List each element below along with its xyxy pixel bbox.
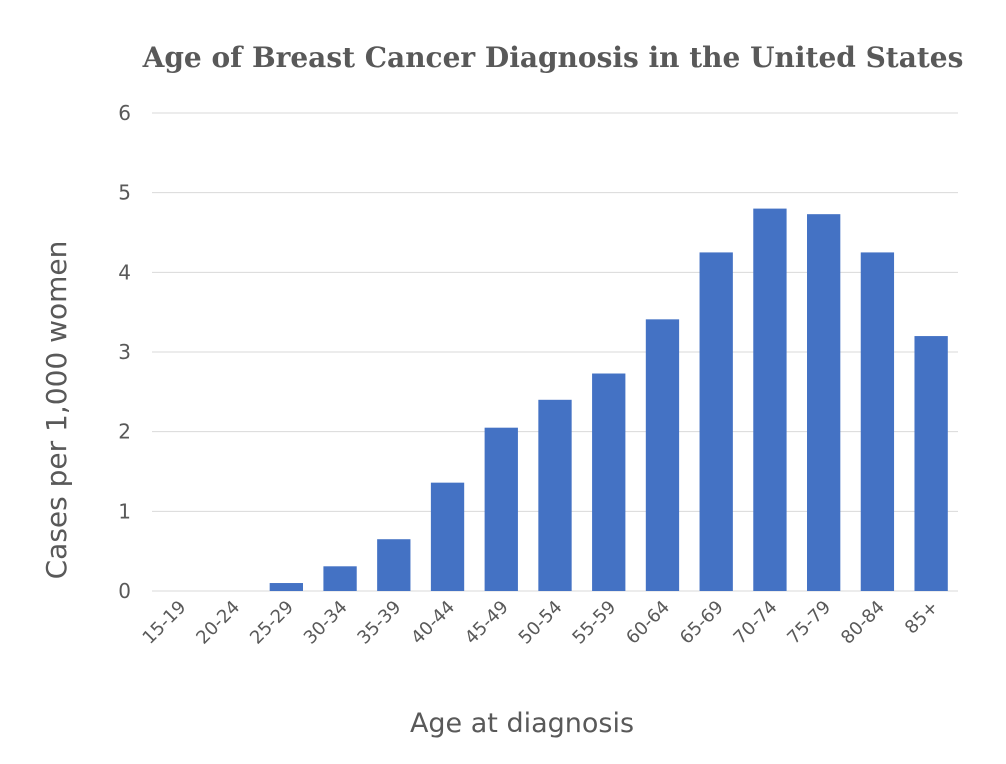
bar-55-59 (592, 373, 626, 591)
bar-40-44 (430, 482, 465, 591)
y-tick-label: 0 (118, 579, 131, 603)
y-tick-label: 5 (118, 181, 131, 205)
bar-50-54 (538, 399, 572, 591)
x-tick-label: 70-74 (730, 597, 782, 649)
bar-25-29 (269, 583, 303, 591)
x-tick-label: 60-64 (622, 597, 674, 649)
x-axis-tick-labels: 15-19 20-24 25-29 30-34 35-39 40-44 45-49 50-54… (139, 597, 943, 649)
x-axis-title: Age at diagnosis (410, 708, 634, 739)
x-tick-label: 50-54 (515, 597, 567, 649)
y-tick-label: 6 (118, 101, 131, 125)
y-tick-label: 4 (118, 260, 131, 284)
x-tick-label: 35-39 (353, 597, 405, 649)
bar-60-64 (645, 319, 680, 591)
chart-title: Age of Breast Cancer Diagnosis in the Un… (142, 41, 964, 74)
bar-45-49 (484, 427, 518, 591)
x-tick-label: 40-44 (407, 597, 459, 649)
y-tick-label: 1 (118, 499, 131, 523)
x-tick-label: 15-19 (139, 597, 191, 649)
bar-65-69 (699, 252, 733, 591)
bar-70-74 (753, 208, 787, 591)
bar-80-84 (860, 252, 895, 591)
bar-30-34 (323, 566, 357, 591)
x-tick-label: 25-29 (246, 597, 298, 649)
x-tick-label: 45-49 (461, 597, 513, 649)
bar-75-79 (807, 214, 841, 591)
x-tick-label: 55-59 (568, 597, 620, 649)
bars (269, 208, 948, 591)
x-tick-label: 80-84 (837, 597, 889, 649)
y-tick-label: 3 (118, 340, 131, 364)
x-tick-label: 20-24 (192, 597, 244, 649)
x-tick-label: 30-34 (300, 597, 352, 649)
bar-35-39 (377, 539, 411, 591)
x-tick-label: 75-79 (783, 597, 835, 649)
x-tick-label: 85+ (901, 597, 943, 639)
y-axis-tick-labels: 0 1 2 3 4 5 6 (118, 101, 131, 603)
y-tick-label: 2 (118, 420, 131, 444)
y-axis-title: Cases per 1,000 women (40, 241, 73, 580)
bar-85plus (914, 336, 948, 591)
x-tick-label: 65-69 (676, 597, 728, 649)
